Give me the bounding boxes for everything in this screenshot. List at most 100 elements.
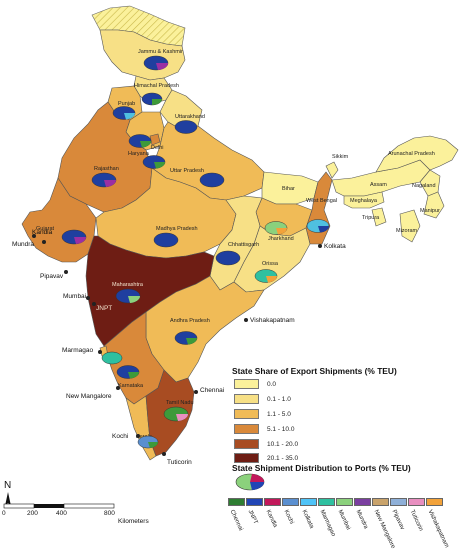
legend-swatch-1 xyxy=(234,394,259,404)
label-assam: Assam xyxy=(370,182,387,188)
legend-swatch-2 xyxy=(234,409,259,419)
label-gujarat: Gujarat xyxy=(36,226,55,232)
state-bihar xyxy=(261,171,319,205)
legend-pie-icon xyxy=(235,473,265,491)
port-label-vishakapatnam: Vishakapatnam xyxy=(250,317,295,324)
port-dot-kandla xyxy=(32,234,36,238)
label-tamil-nadu: Tamil Nadu xyxy=(166,400,194,406)
port-swatch-kolkata xyxy=(300,498,317,506)
label-orissa: Orissa xyxy=(262,261,279,267)
port-dot-chennai xyxy=(194,390,198,394)
port-dot-kolkata xyxy=(318,244,322,248)
state-meghalaya xyxy=(343,191,385,209)
pie-jammu-kashmir xyxy=(143,55,169,71)
legend-swatch-3 xyxy=(234,424,259,434)
legend-label-2: 1.1 - 5.0 xyxy=(267,410,291,418)
port-dot-mumbai xyxy=(86,296,90,300)
port-swatch-mumbai xyxy=(336,498,353,506)
label-uttarakhand: Uttarakhand xyxy=(175,114,205,120)
scale-tick-800: 800 xyxy=(104,510,115,517)
legend-label-1: 0.1 - 1.0 xyxy=(267,395,291,403)
port-label-marmagao: Marmagao xyxy=(62,347,93,354)
legend-label-3: 5.1 - 10.0 xyxy=(267,425,295,433)
port-dot-vishakapatnam xyxy=(244,318,248,322)
port-label-kochi: Kochi xyxy=(112,433,128,440)
legend-label-4: 10.1 - 20.0 xyxy=(267,440,299,448)
label-jharkhand: Jharkhand xyxy=(268,236,294,242)
port-label-mundra: Mundra xyxy=(12,241,34,248)
label-nagaland: Nagaland xyxy=(412,183,436,189)
port-swatch-tuticorin xyxy=(408,498,425,506)
pie-west-bengal xyxy=(306,219,330,233)
port-label-pipavav: Pipavav xyxy=(40,273,64,280)
pie-haryana xyxy=(128,134,152,148)
legend-class-2: 1.1 - 5.0 xyxy=(234,409,291,419)
port-swatch-chennai xyxy=(228,498,245,506)
port-label-tuticorin: Tuticorin xyxy=(167,459,192,466)
scale-tick-200: 200 xyxy=(27,510,38,517)
state-manipur xyxy=(423,191,445,219)
port-swatch-new-mangalore xyxy=(372,498,389,506)
label-uttar-pradesh: Uttar Pradesh xyxy=(170,168,204,174)
pie-orissa xyxy=(254,269,278,283)
port-label-mumbai: Mumbai xyxy=(63,293,86,300)
label-manipur: Manipur xyxy=(420,208,440,214)
label-punjab: Punjab xyxy=(118,101,135,107)
label-jammu-kashmir: Jammu & Kashmir xyxy=(138,49,183,55)
label-maharashtra: Maharashtra xyxy=(112,282,144,288)
label-delhi: Delhi xyxy=(151,145,164,151)
label-andhra: Andhra Pradesh xyxy=(170,318,210,324)
north-arrow-icon: N xyxy=(4,480,11,506)
port-swatch-kandla xyxy=(264,498,281,506)
pie-punjab xyxy=(112,106,136,120)
label-west-bengal: West Bengal xyxy=(306,198,337,204)
legend-class-4: 10.1 - 20.0 xyxy=(234,439,298,449)
legend-class-0: 0.0 xyxy=(234,379,276,389)
pie-kerala xyxy=(137,435,159,449)
scale-tick-400: 400 xyxy=(56,510,67,517)
port-dot-marmagao xyxy=(98,350,102,354)
state-arunachal xyxy=(375,135,459,173)
port-dot-tuticorin xyxy=(162,452,166,456)
port-swatch-pipavav xyxy=(390,498,407,506)
label-haryana: Haryana xyxy=(128,151,150,157)
state-nagaland xyxy=(419,169,441,197)
label-arunachal: Arunachal Pradesh xyxy=(388,151,435,157)
pie-uttarakhand xyxy=(174,120,198,134)
scale-bar xyxy=(3,503,115,509)
legend-swatch-4 xyxy=(234,439,259,449)
state-delhi xyxy=(149,133,161,146)
legend-class-5: 20.1 - 35.0 xyxy=(234,453,298,463)
port-swatch-jnpt xyxy=(246,498,263,506)
label-meghalaya: Meghalaya xyxy=(350,198,378,204)
pie-uttar-pradesh xyxy=(199,172,225,188)
scale-unit: Kilometers xyxy=(118,518,149,525)
port-dot-kochi xyxy=(136,434,140,438)
svg-text:N: N xyxy=(4,480,11,491)
legend-label-0: 0.0 xyxy=(267,380,277,388)
port-label-kolkata: Kolkata xyxy=(324,243,346,250)
label-himachal: Himachal Pradesh xyxy=(134,83,179,89)
port-dot-mundra xyxy=(42,240,46,244)
state-orissa xyxy=(233,225,311,293)
port-swatch-row xyxy=(228,498,444,506)
label-mizoram: Mizoram xyxy=(396,228,418,234)
legend-class-3: 5.1 - 10.0 xyxy=(234,424,294,434)
label-sikkim: Sikkim xyxy=(332,154,349,160)
legend-swatch-5 xyxy=(234,453,259,463)
state-mizoram xyxy=(399,209,421,243)
port-swatch-marmagao xyxy=(318,498,335,506)
port-label-kandla: Kandla xyxy=(32,229,53,236)
pie-karnataka xyxy=(116,365,140,379)
pie-himachal xyxy=(141,92,163,106)
port-label-new-mangalore: New Mangalore xyxy=(66,393,112,400)
legend-class-1: 0.1 - 1.0 xyxy=(234,394,291,404)
pie-goa xyxy=(101,351,123,365)
pie-chhattisgarh xyxy=(215,250,241,266)
legend-title-ports: State Shipment Distribution to Ports (% … xyxy=(232,463,411,473)
state-tripura xyxy=(371,207,387,227)
port-swatch-vishakapatnam xyxy=(426,498,443,506)
pie-gujarat xyxy=(61,229,87,245)
pie-rajasthan xyxy=(91,172,117,188)
